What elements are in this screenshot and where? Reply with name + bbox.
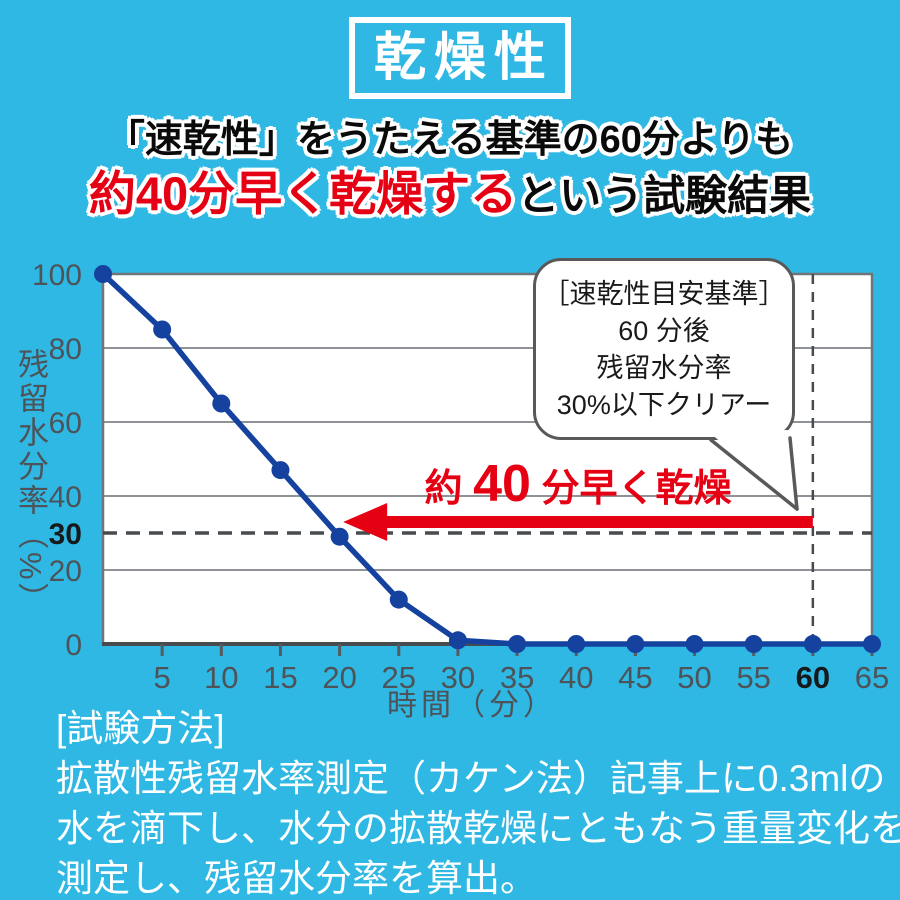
callout-tail-left-edge xyxy=(709,438,799,511)
arrow-label-number: 40 xyxy=(473,455,531,513)
data-point-60min xyxy=(803,635,822,653)
y-axis-title: 残留水分率（%） xyxy=(13,348,48,617)
data-point-35min xyxy=(508,635,527,653)
x-tick-label-50: 50 xyxy=(677,660,711,695)
data-line xyxy=(100,271,875,647)
y-tick-label-0: 0 xyxy=(65,629,82,662)
data-point-15min xyxy=(271,461,290,480)
test-method-line-3: 水を滴下し、水分の拡散乾燥にともなう重量変化を xyxy=(56,808,900,849)
callout-tail xyxy=(708,430,799,511)
arrow-shaft xyxy=(383,516,813,528)
headline-line1: 「速乾性」をうたえる基準の60分よりも xyxy=(106,119,794,161)
callout-line-2: 60 分後 xyxy=(618,316,710,346)
data-point-30min xyxy=(448,631,467,650)
test-method-line-2: 拡散性残留水率測定（カケン法）記事上に0.3mlの xyxy=(56,758,886,799)
headline-line2: 約40分早く乾燥するという試験結果 xyxy=(0,168,900,232)
x-tick-label-35: 35 xyxy=(500,660,534,695)
x-tick-label-65: 65 xyxy=(855,660,889,695)
standard-callout-bubble: ［速乾性目安基準］ 60 分後 残留水分率 30%以下クリアー xyxy=(533,258,795,440)
test-method-line-1: [試験方法] xyxy=(56,708,225,749)
headline-line2-black: という試験結果 xyxy=(517,172,812,219)
data-point-45min xyxy=(626,635,645,653)
x-tick-label-20: 20 xyxy=(322,660,356,695)
arrow-label-prefix: 約 xyxy=(424,468,474,510)
data-point-25min xyxy=(389,590,408,609)
test-method-note: [試験方法] 拡散性残留水率測定（カケン法）記事上に0.3mlの 水を滴下し、水… xyxy=(56,704,900,900)
data-point-50min xyxy=(685,635,704,653)
data-point-5min xyxy=(153,320,172,339)
y-tick-label-20: 20 xyxy=(49,555,82,588)
x-tick-label-10: 10 xyxy=(204,660,238,695)
data-point-0min xyxy=(94,265,112,283)
x-tick-label-15: 15 xyxy=(263,660,297,695)
callout-line-1: ［速乾性目安基準］ xyxy=(542,279,786,309)
data-point-40min xyxy=(567,635,586,653)
callout-line-3: 残留水分率 xyxy=(596,353,732,383)
x-tick-label-40: 40 xyxy=(559,660,593,695)
arrow-annotation-label: 約 40 分早く乾燥 xyxy=(424,458,732,522)
arrow-label-suffix: 分早く乾燥 xyxy=(530,468,732,510)
data-point-55min xyxy=(744,635,763,653)
data-point-10min xyxy=(212,394,231,413)
title-badge-label: 乾燥性 xyxy=(373,29,554,87)
x-axis-title: 時間（分） xyxy=(387,689,557,722)
y-tick-label-30: 30 xyxy=(49,518,82,551)
headline-line2-red: 約40分早く乾燥する xyxy=(88,167,518,220)
x-tick-label-30: 30 xyxy=(441,660,475,695)
arrow-head xyxy=(343,503,388,541)
y-tick-label-100: 100 xyxy=(32,259,82,292)
title-badge: 乾燥性 xyxy=(349,17,571,99)
test-method-line-4: 測定し、残留水分率を算出。 xyxy=(56,858,537,899)
callout-tail-right-edge xyxy=(788,436,799,511)
x-tick-label-55: 55 xyxy=(736,660,770,695)
y-tick-label-60: 60 xyxy=(49,407,82,440)
data-point-65min xyxy=(863,635,881,653)
y-tick-label-40: 40 xyxy=(49,481,82,514)
x-tick-label-5: 5 xyxy=(154,660,171,695)
x-tick-label-45: 45 xyxy=(618,660,652,695)
y-tick-label-80: 80 xyxy=(49,333,82,366)
callout-line-4: 30%以下クリアー xyxy=(556,390,772,420)
x-tick-label-60: 60 xyxy=(796,660,830,695)
x-tick-label-25: 25 xyxy=(382,660,416,695)
data-point-20min xyxy=(330,527,349,546)
